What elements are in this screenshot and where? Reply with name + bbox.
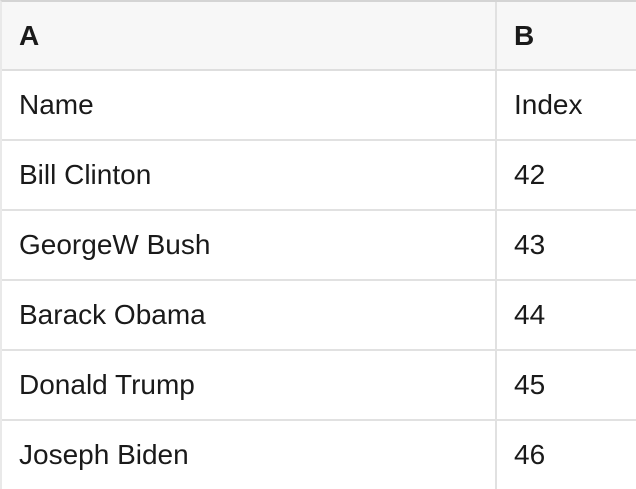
column-header-b[interactable]: B xyxy=(514,19,535,51)
table-cell[interactable]: 43 xyxy=(514,229,546,260)
table-cell[interactable]: 44 xyxy=(514,299,546,330)
table-cell[interactable]: Barack Obama xyxy=(2,281,497,349)
table-row: Donald Trump 45 xyxy=(2,351,636,421)
table-row: Bill Clinton 42 xyxy=(2,141,636,211)
table-cell[interactable]: 42 xyxy=(514,159,546,190)
table-row: Name Index xyxy=(2,71,636,141)
table-cell[interactable]: 46 xyxy=(514,439,546,470)
table-cell[interactable]: Index xyxy=(514,89,583,120)
table-cell[interactable]: Name xyxy=(2,71,497,139)
column-header-a[interactable]: A xyxy=(2,2,497,69)
table-cell[interactable]: GeorgeW Bush xyxy=(2,211,497,279)
table-row: Joseph Biden 46 xyxy=(2,421,636,489)
table-row: GeorgeW Bush 43 xyxy=(2,211,636,281)
table-cell[interactable]: Bill Clinton xyxy=(2,141,497,209)
table-cell[interactable]: 45 xyxy=(514,369,546,400)
table-cell[interactable]: Joseph Biden xyxy=(2,421,497,489)
table-cell[interactable]: Donald Trump xyxy=(2,351,497,419)
header-row: A B xyxy=(2,2,636,71)
table-row: Barack Obama 44 xyxy=(2,281,636,351)
